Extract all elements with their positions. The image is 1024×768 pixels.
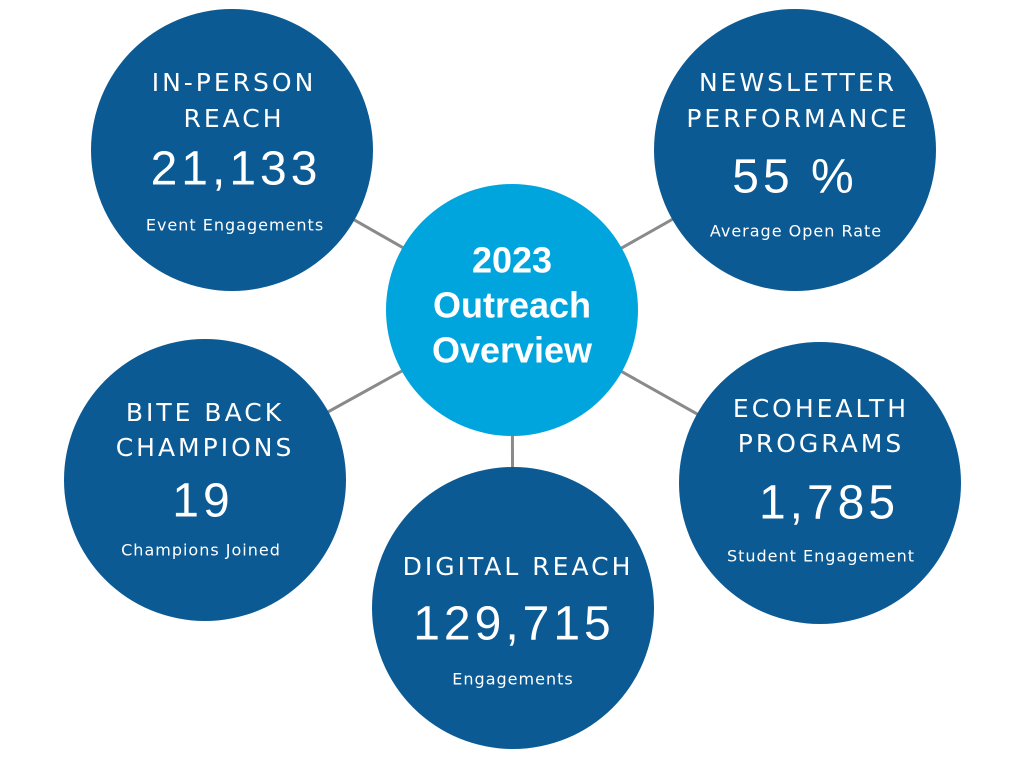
node-title: NEWSLETTER: [699, 68, 897, 97]
node-title: CHAMPIONS: [116, 433, 295, 462]
node-title: BITE BACK: [126, 398, 284, 427]
node-title: DIGITAL REACH: [403, 552, 634, 581]
center-title: Outreach: [433, 285, 591, 326]
node-title: IN-PERSON: [152, 68, 317, 97]
node-value: 1,785: [759, 477, 899, 530]
node-circle: [679, 342, 961, 624]
node-title: PERFORMANCE: [686, 104, 909, 133]
node-circle: [64, 339, 346, 621]
node-value: 129,715: [413, 598, 615, 651]
center-circle: [386, 184, 638, 436]
center-title: 2023: [472, 240, 552, 281]
node-title: PROGRAMS: [738, 429, 904, 458]
node-caption: Engagements: [452, 670, 573, 689]
node-circle: [372, 467, 654, 749]
node-caption: Event Engagements: [146, 216, 324, 235]
node-value: 21,133: [151, 143, 322, 196]
center-title: Overview: [432, 330, 593, 371]
node-caption: Student Engagement: [727, 547, 915, 566]
node-value: 19: [172, 475, 233, 528]
node-caption: Average Open Rate: [710, 222, 882, 241]
node-circle: [91, 9, 373, 291]
node-circle: [654, 9, 936, 291]
node-value: 55 %: [732, 151, 857, 204]
node-title: ECOHEALTH: [733, 394, 909, 423]
node-caption: Champions Joined: [121, 541, 281, 560]
node-title: REACH: [183, 104, 284, 133]
